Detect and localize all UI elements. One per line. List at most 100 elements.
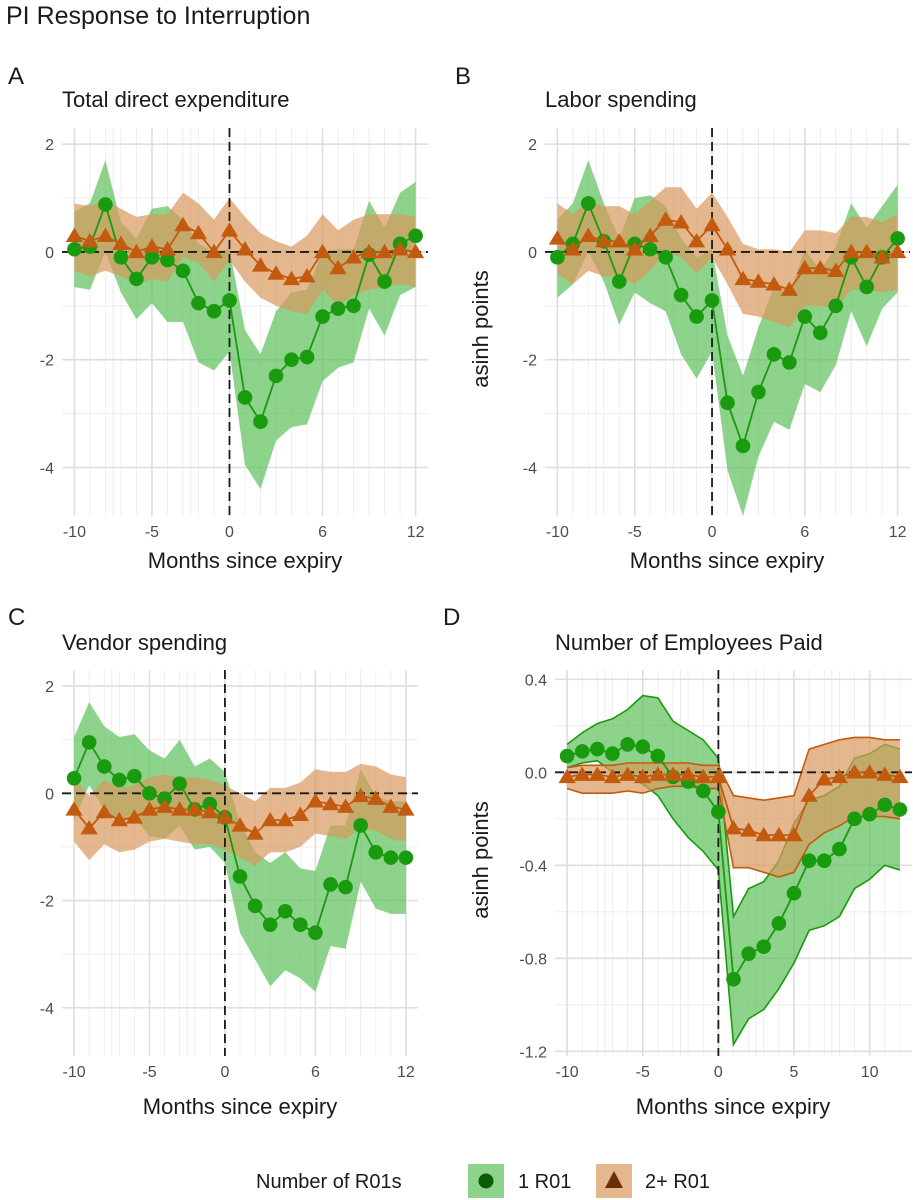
point-1-r01 [862, 806, 877, 822]
point-2plus-r01 [406, 243, 425, 259]
point-2plus-r01 [740, 822, 758, 837]
point-2plus-r01 [619, 766, 637, 781]
panel-d-plot: -10 -5 0 5 10 0.4 0.0 -0.4 -0.8 -1.2 [519, 670, 912, 1081]
point-1-r01 [658, 250, 673, 265]
point-2plus-r01 [765, 276, 783, 291]
point-2plus-r01 [770, 826, 788, 842]
panel-c: C Vendor spending -10 -5 0 6 12 2 0 -2 -4 Months… [8, 604, 418, 1119]
point-1-r01 [859, 279, 874, 295]
point-2plus-r01 [891, 768, 909, 784]
y-tick-label: 0 [45, 786, 54, 803]
point-1-r01 [695, 783, 711, 799]
point-1-r01 [756, 939, 772, 955]
point-1-r01 [262, 917, 278, 932]
y-tick-label: -2 [40, 353, 54, 370]
panel-a-title: Total direct expenditure [62, 87, 289, 112]
point-1-r01 [237, 390, 253, 405]
x-tick-label: 12 [407, 524, 425, 541]
point-2plus-r01 [127, 243, 146, 259]
point-2plus-r01 [267, 265, 285, 280]
point-2plus-r01 [649, 766, 667, 781]
point-1-r01 [689, 309, 704, 324]
point-1-r01 [175, 263, 191, 279]
x-tick-label: -5 [145, 524, 159, 541]
point-1-r01 [284, 352, 299, 368]
x-tick-label: -5 [628, 524, 642, 541]
point-1-r01 [673, 287, 689, 303]
point-1-r01 [81, 735, 97, 750]
point-1-r01 [96, 759, 112, 774]
point-1-r01 [720, 395, 735, 411]
point-2plus-r01 [564, 241, 582, 256]
x-tick-label: -10 [63, 1064, 86, 1081]
point-1-r01 [890, 231, 905, 246]
y-tick-label: 2 [45, 679, 54, 696]
point-2plus-r01 [313, 243, 332, 259]
point-2plus-r01 [282, 270, 301, 286]
point-1-r01 [299, 349, 315, 365]
point-1-r01 [98, 197, 113, 212]
point-1-r01 [127, 768, 142, 784]
point-2plus-r01 [112, 235, 130, 251]
point-2plus-r01 [718, 241, 737, 256]
point-2plus-r01 [143, 238, 161, 253]
point-2plus-r01 [382, 798, 400, 813]
x-tick-label: 0 [708, 524, 717, 541]
panel-a-tag: A [8, 63, 24, 90]
point-1-r01 [368, 844, 384, 860]
legend-triangle-icon [605, 1171, 623, 1188]
x-tick-label: 12 [397, 1064, 415, 1081]
point-2plus-r01 [96, 227, 115, 242]
panel-d-title: Number of Employees Paid [555, 630, 823, 655]
point-1-r01 [782, 355, 797, 370]
point-1-r01 [206, 303, 222, 319]
point-2plus-r01 [276, 811, 294, 827]
point-2plus-r01 [186, 801, 204, 816]
point-1-r01 [877, 797, 893, 813]
point-1-r01 [277, 903, 293, 919]
x-tick-label: -10 [63, 524, 86, 541]
point-1-r01 [642, 241, 658, 257]
panel-a-xlabel: Months since expiry [148, 548, 342, 573]
point-2plus-r01 [65, 227, 84, 242]
point-1-r01 [741, 946, 756, 961]
point-1-r01 [222, 293, 237, 308]
y-tick-label: -1.2 [519, 1044, 547, 1061]
point-2plus-r01 [876, 766, 894, 781]
figure-title: PI Response to Interruption [6, 2, 310, 30]
point-2plus-r01 [845, 764, 864, 779]
point-2plus-r01 [558, 768, 576, 784]
point-2plus-r01 [785, 826, 803, 842]
point-2plus-r01 [595, 232, 613, 248]
point-2plus-r01 [703, 216, 721, 232]
point-1-r01 [338, 879, 353, 895]
y-tick-label: 0.0 [525, 765, 547, 782]
point-2plus-r01 [367, 790, 385, 805]
point-1-r01 [191, 295, 206, 311]
point-2plus-r01 [220, 222, 239, 237]
point-2plus-r01 [800, 787, 818, 802]
point-2plus-r01 [796, 259, 814, 275]
y-tick-label: -0.4 [519, 858, 547, 875]
legend-title: Number of R01s [256, 1171, 402, 1193]
point-1-r01 [620, 737, 635, 752]
point-1-r01 [832, 841, 847, 857]
point-2plus-r01 [174, 216, 192, 232]
point-1-r01 [142, 786, 157, 801]
point-2plus-r01 [657, 211, 675, 226]
point-1-r01 [605, 746, 620, 762]
panel-a: A Total direct expenditure -10 -5 0 6 12 2 0 -2… [8, 63, 428, 573]
x-tick-label: -5 [636, 1064, 650, 1081]
point-1-r01 [550, 250, 565, 265]
point-2plus-r01 [81, 232, 99, 248]
point-2plus-r01 [236, 241, 254, 256]
point-2plus-r01 [811, 259, 829, 275]
point-1-r01 [253, 414, 268, 429]
point-2plus-r01 [306, 793, 325, 808]
y-tick-label: 0 [528, 245, 537, 262]
point-1-r01 [797, 309, 813, 324]
y-tick-label: 2 [45, 137, 54, 154]
point-1-r01 [346, 298, 361, 314]
point-1-r01 [377, 274, 392, 289]
